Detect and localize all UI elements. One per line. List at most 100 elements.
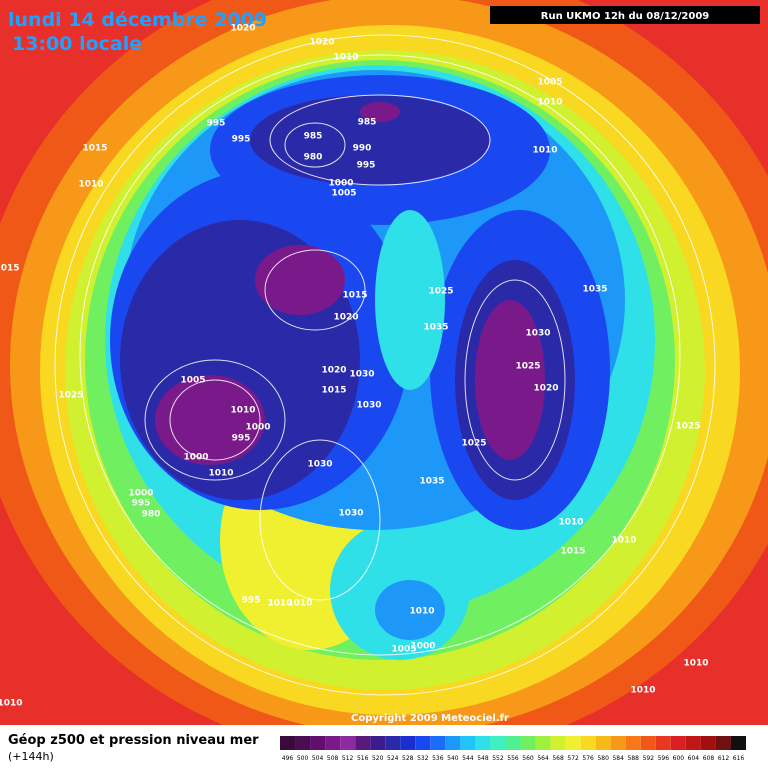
isobar-label: 1030 [307, 460, 332, 470]
isobar-label: 1030 [356, 401, 381, 411]
isobar-label: 980 [304, 153, 323, 163]
color-swatch [565, 736, 581, 750]
color-swatch [595, 736, 611, 750]
isobar-label: 1000 [410, 642, 435, 652]
level-label: 540 [447, 755, 459, 762]
isobar-label: 995 [207, 119, 226, 129]
isobar-label: 1010 [558, 518, 583, 528]
isobar-label: 995 [232, 135, 251, 145]
isobar-label: 1010 [409, 607, 434, 617]
color-swatch [655, 736, 671, 750]
level-label: 576 [582, 755, 594, 762]
isobar-label: 1010 [630, 686, 655, 696]
color-swatch [730, 736, 746, 750]
isobar-label: 1035 [423, 323, 448, 333]
isobar-label: 1020 [321, 366, 346, 376]
level-label: 532 [417, 755, 429, 762]
color-swatch [445, 736, 461, 750]
isobar-label: 1000 [245, 423, 270, 433]
level-label: 520 [372, 755, 384, 762]
level-label: 536 [432, 755, 444, 762]
color-swatch [715, 736, 731, 750]
isobar-label: 1000 [328, 179, 353, 189]
level-label: 512 [342, 755, 354, 762]
isobar-label: 1010 [267, 599, 292, 609]
level-label: 600 [673, 755, 685, 762]
isobar-label: 1000 [183, 453, 208, 463]
level-label: 592 [643, 755, 655, 762]
lead-time: (+144h) [8, 750, 54, 763]
isobar-label: 1015 [321, 386, 346, 396]
level-label: 560 [522, 755, 534, 762]
isobar-label: 980 [142, 510, 161, 520]
level-label: 596 [658, 755, 670, 762]
isobar-label: 995 [232, 434, 251, 444]
isobar-label: 1010 [611, 536, 636, 546]
isobar-label: 1010 [532, 146, 557, 156]
isobar-label: 1010 [0, 699, 23, 709]
isobar-label: 1020 [230, 24, 255, 34]
color-swatch [670, 736, 686, 750]
level-label: 496 [282, 755, 294, 762]
level-label: 616 [733, 755, 745, 762]
color-swatch [430, 736, 446, 750]
color-swatch [475, 736, 491, 750]
level-label: 612 [718, 755, 730, 762]
isobar-label: 1030 [349, 370, 374, 380]
color-swatch [460, 736, 476, 750]
level-label: 572 [567, 755, 579, 762]
colorbar: 496 500 504 508 512 516 520 524 528 532 536 540 544 5… [280, 736, 746, 762]
color-swatch [310, 736, 326, 750]
level-label: 580 [597, 755, 609, 762]
run-info: Run UKMO 12h du 08/12/2009 [541, 11, 710, 22]
isobar-label: 1020 [333, 313, 358, 323]
isobar-label: 1015 [342, 291, 367, 301]
isobar-label: 1020 [309, 38, 334, 48]
isobar-label: 1010 [287, 599, 312, 609]
color-swatch [550, 736, 566, 750]
level-label: 568 [552, 755, 564, 762]
isobar-label: 1035 [419, 477, 444, 487]
level-label: 588 [628, 755, 640, 762]
isobar-label: 995 [357, 161, 376, 171]
isobar-label: 1000 [128, 489, 153, 499]
color-swatch [370, 736, 386, 750]
level-label: 584 [612, 755, 624, 762]
color-swatch [400, 736, 416, 750]
isobar-labels: 1020 1020 1010 1005 1010 995 995 985 985 980 990 99… [0, 24, 709, 709]
isobar-label: 1010 [78, 180, 103, 190]
color-swatch [295, 736, 311, 750]
color-swatch [580, 736, 596, 750]
level-label: 544 [462, 755, 474, 762]
isobar-label: 1025 [461, 439, 486, 449]
level-label: 528 [402, 755, 414, 762]
color-swatch [700, 736, 716, 750]
isobar-label: 995 [132, 499, 151, 509]
level-label: 508 [327, 755, 339, 762]
color-swatch [520, 736, 536, 750]
isobar-label: 995 [242, 596, 261, 606]
isobar-label: 1030 [338, 509, 363, 519]
isobar-label: 1025 [428, 287, 453, 297]
level-label: 504 [312, 755, 324, 762]
color-swatch [685, 736, 701, 750]
color-swatch [640, 736, 656, 750]
color-swatch [385, 736, 401, 750]
isobar-label: 1015 [560, 547, 585, 557]
isobar-label: 1005 [331, 189, 356, 199]
color-swatch [325, 736, 341, 750]
level-label: 548 [477, 755, 489, 762]
level-label: 556 [507, 755, 519, 762]
color-swatch [340, 736, 356, 750]
level-label: 604 [688, 755, 700, 762]
color-swatch [280, 736, 296, 750]
isobar-label: 1010 [683, 659, 708, 669]
isobar-label: 985 [358, 118, 377, 128]
level-label: 516 [357, 755, 369, 762]
isobar-label: 1010 [230, 406, 255, 416]
isobar-label: 1015 [82, 144, 107, 154]
copyright: Copyright 2009 Meteociel.fr [351, 713, 509, 724]
